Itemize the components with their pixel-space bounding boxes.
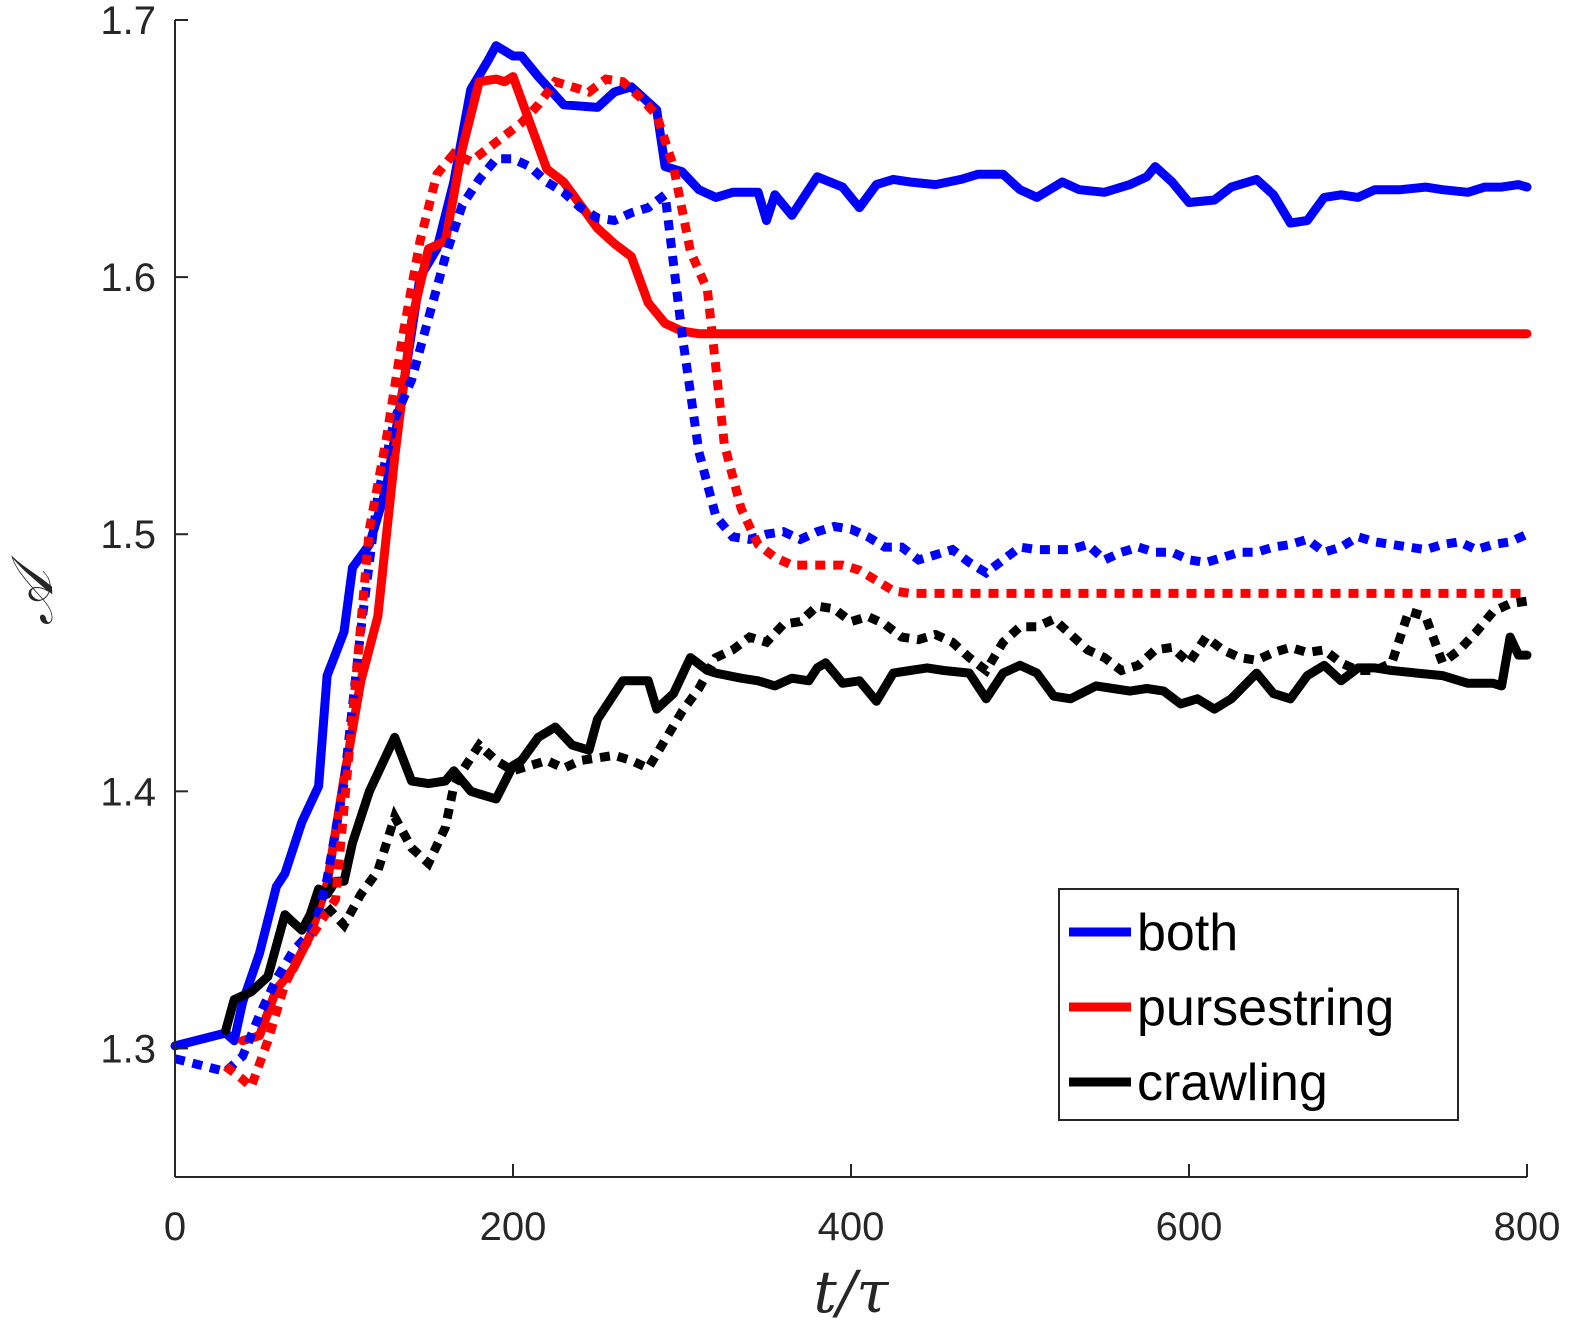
y-tick-label: 1.3 (100, 1027, 156, 1071)
legend-label-both: both (1137, 904, 1238, 962)
x-tick-label: 200 (480, 1205, 547, 1249)
x-axis-label: t/τ (814, 1258, 890, 1326)
series-line-pursestring-dotted (222, 74, 1527, 1095)
legend-label-crawling: crawling (1137, 1054, 1328, 1112)
series-layer (170, 41, 1532, 1095)
ticks: 0 200 400 600 800 1.3 1.4 1.5 1.6 1.7 (100, 0, 1560, 1249)
legend: both pursestring crawling (1058, 888, 1459, 1121)
x-tick-label: 400 (818, 1205, 885, 1249)
x-tick-label: 800 (1494, 1205, 1561, 1249)
y-tick-label: 1.7 (100, 0, 156, 43)
y-tick-label: 1.5 (100, 513, 156, 557)
series-line-crawling-solid (221, 632, 1532, 1035)
x-tick-label: 600 (1156, 1205, 1223, 1249)
y-tick-label: 1.4 (100, 770, 156, 814)
y-tick-label: 1.6 (100, 256, 156, 300)
y-axis-label: 𝒜 (0, 554, 66, 625)
series-line-crawling-dotted (323, 596, 1528, 933)
x-tick-label: 0 (164, 1205, 186, 1249)
series-line-both-dotted (173, 154, 1529, 1077)
legend-label-pursestring: pursestring (1137, 979, 1394, 1037)
